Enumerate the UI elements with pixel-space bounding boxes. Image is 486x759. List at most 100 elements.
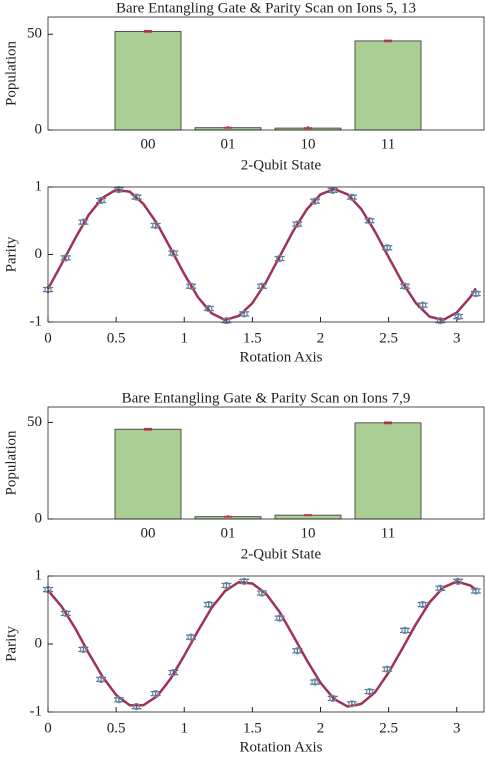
y-tick-label: -1 xyxy=(30,703,43,719)
x-tick-label: 01 xyxy=(221,525,236,541)
y-tick-label: 1 xyxy=(35,178,43,194)
data-point xyxy=(311,678,319,686)
data-point xyxy=(222,581,231,590)
axes-box xyxy=(47,575,485,713)
x-axis-label: 2-Qubit State xyxy=(241,157,322,173)
error-bar xyxy=(384,421,392,425)
bar xyxy=(354,422,422,520)
y-tick-label: 50 xyxy=(27,414,42,430)
data-point xyxy=(205,304,213,313)
data-point xyxy=(275,614,284,622)
data-point xyxy=(293,647,301,655)
y-axis-label: Population xyxy=(3,41,19,107)
x-tick-label: 1.5 xyxy=(243,720,262,736)
data-point xyxy=(419,301,427,309)
data-point xyxy=(436,584,445,592)
data-point xyxy=(383,244,391,252)
data-point xyxy=(293,220,301,228)
y-tick-label: 0 xyxy=(35,246,43,262)
data-point xyxy=(79,218,88,226)
chart-title: Bare Entangling Gate & Parity Scan on Io… xyxy=(116,0,416,16)
y-tick-label: 0 xyxy=(35,121,43,137)
data-point xyxy=(115,696,123,704)
y-tick-label: 0 xyxy=(35,635,43,651)
data-point xyxy=(258,282,266,290)
data-point xyxy=(240,577,248,586)
data-point xyxy=(436,316,445,325)
x-tick-label: 00 xyxy=(141,136,156,152)
data-point xyxy=(258,589,266,597)
error-bar xyxy=(224,126,232,129)
data-point xyxy=(401,282,409,290)
data-point xyxy=(169,249,178,257)
error-bar xyxy=(384,39,392,43)
data-point xyxy=(383,665,391,673)
data-point xyxy=(365,687,374,696)
data-point xyxy=(97,675,105,684)
x-tick-label: 00 xyxy=(141,525,156,541)
data-point xyxy=(365,217,374,225)
x-axis-label: 2-Qubit State xyxy=(241,546,322,562)
x-axis-label: Rotation Axis xyxy=(240,739,323,755)
y-tick-label: 1 xyxy=(35,567,43,583)
data-point xyxy=(132,702,141,711)
x-tick-label: 1.5 xyxy=(243,330,262,346)
data-point xyxy=(240,310,248,318)
error-bar xyxy=(144,29,152,33)
data-point xyxy=(348,700,356,708)
x-tick-label: 2 xyxy=(317,720,325,736)
data-point xyxy=(62,609,70,618)
x-tick-label: 01 xyxy=(221,136,236,152)
data-point xyxy=(79,645,88,654)
data-point xyxy=(401,626,409,635)
data-point xyxy=(97,196,105,205)
x-tick-label: 3 xyxy=(453,330,461,346)
error-bar xyxy=(399,627,410,634)
data-point xyxy=(62,254,70,262)
axes-box xyxy=(47,186,485,323)
y-tick-label: 0 xyxy=(35,510,43,526)
y-tick-label: -1 xyxy=(30,313,43,329)
data-point xyxy=(454,577,462,586)
data-point xyxy=(151,689,160,698)
data-point xyxy=(472,587,480,595)
x-tick-label: 11 xyxy=(381,525,395,541)
bar xyxy=(114,428,182,520)
x-tick-label: 10 xyxy=(301,136,316,152)
data-point xyxy=(169,668,178,677)
x-tick-label: 10 xyxy=(301,525,316,541)
data-point xyxy=(472,289,480,298)
y-axis-label: Parity xyxy=(3,626,19,662)
error-bar xyxy=(304,514,312,517)
y-axis-label: Parity xyxy=(3,236,19,272)
data-point xyxy=(275,254,284,263)
data-point xyxy=(329,694,337,703)
fit-line xyxy=(46,187,477,322)
x-tick-label: 0.5 xyxy=(107,330,126,346)
data-point xyxy=(348,193,356,201)
chart-title: Bare Entangling Gate & Parity Scan on Io… xyxy=(122,390,411,406)
data-point xyxy=(222,316,231,325)
axes-box xyxy=(47,406,485,520)
x-tick-label: 11 xyxy=(381,136,395,152)
x-tick-label: 0 xyxy=(44,330,52,346)
axes-box xyxy=(47,16,485,131)
y-axis-label: Population xyxy=(3,430,19,496)
data-point xyxy=(132,193,141,201)
data-point xyxy=(454,312,462,321)
error-bar xyxy=(144,427,152,431)
x-tick-label: 0.5 xyxy=(107,720,126,736)
x-tick-label: 1 xyxy=(181,330,189,346)
error-bar xyxy=(304,127,312,130)
data-point xyxy=(311,197,319,205)
fit-line xyxy=(47,580,477,708)
x-tick-label: 3 xyxy=(453,720,461,736)
data-point xyxy=(419,600,427,609)
x-tick-label: 2.5 xyxy=(379,720,398,736)
x-tick-label: 2 xyxy=(317,330,325,346)
bar xyxy=(114,30,182,131)
data-point xyxy=(187,633,195,641)
error-bar xyxy=(224,515,232,518)
x-axis-label: Rotation Axis xyxy=(240,349,323,365)
